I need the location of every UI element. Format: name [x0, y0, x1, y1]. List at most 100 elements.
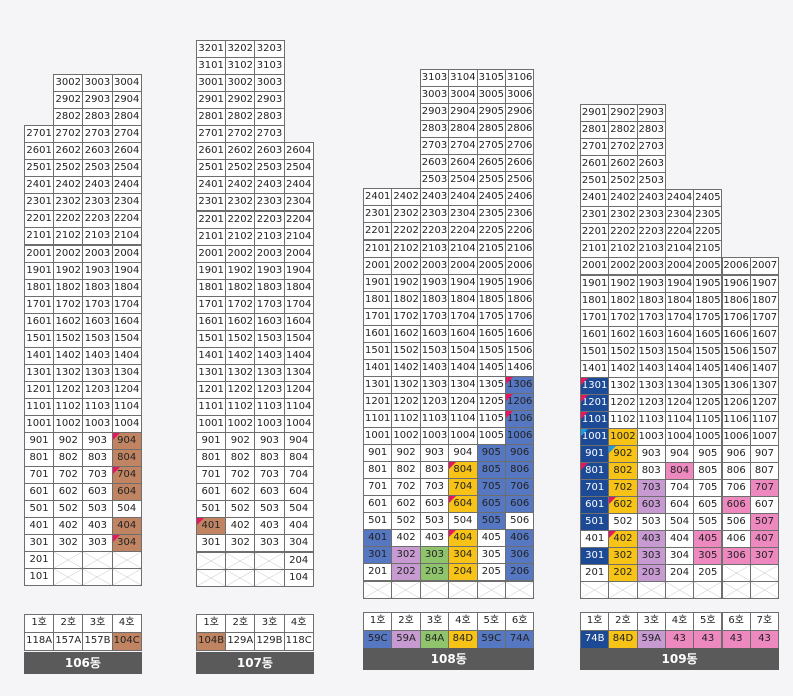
unit-cell[interactable]: 2405 — [693, 189, 723, 208]
unit-cell[interactable]: 602 — [225, 483, 256, 502]
unit-cell[interactable]: 1501 — [24, 329, 55, 348]
unit-cell[interactable]: 2206 — [505, 222, 535, 241]
unit-cell[interactable]: 2502 — [608, 172, 638, 191]
unit-cell[interactable]: 503 — [254, 500, 285, 519]
unit-cell[interactable]: 1504 — [283, 329, 314, 348]
unit-cell[interactable]: 1201 — [580, 393, 610, 412]
unit-cell[interactable]: 2406 — [505, 188, 535, 207]
unit-cell[interactable]: 703 — [254, 466, 285, 485]
unit-cell[interactable]: 504 — [111, 500, 142, 519]
unit-cell[interactable]: 2303 — [636, 206, 666, 225]
unit-cell[interactable]: 1904 — [283, 261, 314, 280]
unit-cell[interactable]: 202 — [608, 564, 638, 583]
unit-cell[interactable]: 1602 — [391, 324, 421, 343]
unit-cell[interactable]: 1104 — [111, 397, 142, 416]
unit-cell[interactable]: 1903 — [636, 274, 666, 293]
unit-cell[interactable]: 2704 — [111, 125, 142, 144]
unit-cell[interactable]: 2503 — [419, 171, 450, 190]
unit-cell[interactable]: 2301 — [24, 193, 55, 212]
unit-cell[interactable]: 1203 — [636, 393, 666, 412]
unit-cell[interactable]: 902 — [225, 432, 256, 451]
unit-cell[interactable]: 305 — [476, 546, 506, 565]
unit-cell[interactable]: 1502 — [608, 342, 638, 361]
unit-cell[interactable]: 2005 — [693, 257, 723, 276]
unit-cell[interactable]: 1103 — [254, 398, 285, 417]
unit-cell[interactable]: 2702 — [608, 138, 638, 157]
unit-cell[interactable]: 2001 — [363, 256, 393, 275]
unit-cell[interactable]: 302 — [225, 534, 256, 553]
unit-cell[interactable]: 1502 — [391, 341, 421, 360]
unit-cell[interactable]: 1306 — [505, 375, 535, 394]
unit-cell[interactable]: 1504 — [664, 342, 695, 361]
unit-cell[interactable]: 2203 — [636, 223, 666, 242]
unit-cell[interactable]: 305 — [693, 547, 723, 566]
unit-cell[interactable]: 1605 — [693, 325, 723, 344]
unit-cell[interactable]: 2904 — [111, 91, 142, 110]
unit-cell[interactable]: 1101 — [363, 410, 393, 429]
unit-cell[interactable]: 1501 — [580, 342, 610, 361]
unit-cell[interactable]: 2303 — [82, 193, 113, 212]
unit-cell[interactable]: 2803 — [254, 108, 285, 127]
unit-cell[interactable]: 1103 — [82, 397, 113, 416]
unit-cell[interactable]: 1405 — [693, 359, 723, 378]
unit-cell[interactable]: 406 — [721, 530, 751, 549]
unit-cell[interactable]: 2702 — [225, 125, 256, 144]
unit-cell[interactable]: 206 — [505, 563, 535, 582]
unit-cell[interactable]: 601 — [580, 496, 610, 515]
unit-cell[interactable]: 1701 — [24, 295, 55, 314]
empty-unit-cell[interactable] — [580, 581, 610, 600]
unit-cell[interactable]: 2601 — [196, 142, 227, 161]
unit-cell[interactable]: 2403 — [419, 188, 450, 207]
unit-cell[interactable]: 1801 — [196, 278, 227, 297]
unit-cell[interactable]: 2402 — [53, 176, 84, 195]
unit-cell[interactable]: 1007 — [749, 427, 780, 446]
empty-unit-cell[interactable] — [196, 568, 227, 587]
unit-cell[interactable]: 3104 — [448, 69, 478, 88]
unit-cell[interactable]: 2203 — [82, 210, 113, 229]
unit-cell[interactable]: 701 — [196, 466, 227, 485]
empty-unit-cell[interactable] — [419, 580, 450, 599]
unit-cell[interactable]: 2305 — [693, 206, 723, 225]
unit-cell[interactable]: 1004 — [448, 427, 478, 446]
unit-cell[interactable]: 203 — [419, 563, 450, 582]
unit-cell[interactable]: 2103 — [82, 227, 113, 246]
unit-cell[interactable]: 404 — [283, 517, 314, 536]
unit-cell[interactable]: 3106 — [505, 69, 535, 88]
unit-cell[interactable]: 1603 — [254, 312, 285, 331]
unit-cell[interactable]: 2501 — [196, 159, 227, 178]
unit-cell[interactable]: 2603 — [254, 142, 285, 161]
empty-unit-cell[interactable] — [391, 580, 421, 599]
unit-cell[interactable]: 2802 — [53, 108, 84, 127]
unit-cell[interactable]: 503 — [419, 512, 450, 531]
unit-cell[interactable]: 405 — [476, 529, 506, 548]
unit-cell[interactable]: 502 — [608, 513, 638, 532]
unit-cell[interactable]: 702 — [225, 466, 256, 485]
unit-cell[interactable]: 1301 — [196, 363, 227, 382]
unit-cell[interactable]: 901 — [580, 445, 610, 464]
unit-cell[interactable]: 703 — [82, 466, 113, 485]
empty-unit-cell[interactable] — [664, 581, 695, 600]
unit-cell[interactable]: 2103 — [254, 227, 285, 246]
unit-cell[interactable]: 2002 — [225, 244, 256, 263]
unit-cell[interactable]: 2401 — [363, 188, 393, 207]
unit-cell[interactable]: 1803 — [636, 291, 666, 310]
unit-cell[interactable]: 1907 — [749, 274, 780, 293]
unit-cell[interactable]: 1002 — [53, 415, 84, 434]
unit-cell[interactable]: 1901 — [580, 274, 610, 293]
unit-cell[interactable]: 2703 — [82, 125, 113, 144]
unit-cell[interactable]: 803 — [636, 462, 666, 481]
unit-cell[interactable]: 1804 — [111, 278, 142, 297]
unit-cell[interactable]: 2906 — [505, 103, 535, 122]
unit-cell[interactable]: 702 — [391, 478, 421, 497]
unit-cell[interactable]: 1803 — [82, 278, 113, 297]
unit-cell[interactable]: 704 — [111, 466, 142, 485]
unit-cell[interactable]: 2302 — [608, 206, 638, 225]
unit-cell[interactable]: 2104 — [664, 240, 695, 259]
unit-cell[interactable]: 1002 — [225, 415, 256, 434]
empty-unit-cell[interactable] — [636, 581, 666, 600]
unit-cell[interactable]: 1604 — [664, 325, 695, 344]
unit-cell[interactable]: 1301 — [580, 376, 610, 395]
unit-cell[interactable]: 907 — [749, 445, 780, 464]
empty-unit-cell[interactable] — [225, 551, 256, 570]
unit-cell[interactable]: 603 — [82, 483, 113, 502]
